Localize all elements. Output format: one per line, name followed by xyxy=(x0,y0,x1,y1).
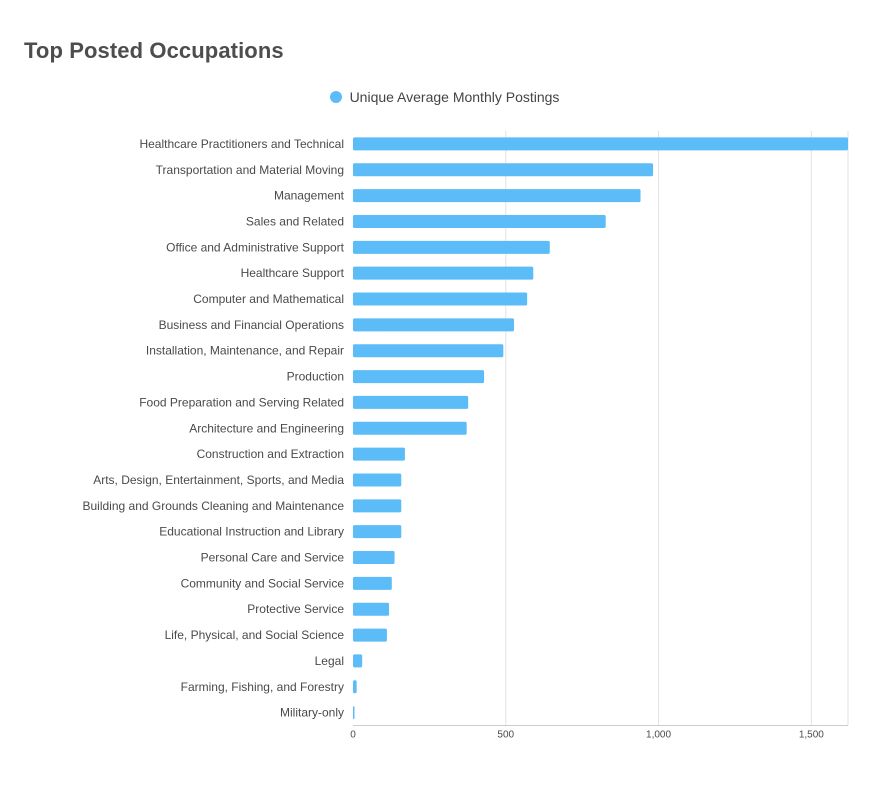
bar[interactable] xyxy=(353,525,402,539)
category-label: Legal xyxy=(315,654,344,668)
category-label: Construction and Extraction xyxy=(197,447,344,461)
chart-title: Top Posted Occupations xyxy=(24,38,284,63)
x-tick-label: 500 xyxy=(497,730,514,741)
bar[interactable] xyxy=(353,214,606,228)
category-label: Life, Physical, and Social Science xyxy=(165,628,345,642)
category-label: Community and Social Service xyxy=(181,576,345,590)
gridlines xyxy=(353,131,849,727)
category-label: Office and Administrative Support xyxy=(166,240,345,254)
x-tick-label: 0 xyxy=(350,730,356,741)
legend-label: Unique Average Monthly Postings xyxy=(349,89,560,105)
category-label: Healthcare Support xyxy=(241,266,345,280)
category-label: Installation, Maintenance, and Repair xyxy=(146,344,344,358)
bar[interactable] xyxy=(353,602,390,616)
bar[interactable] xyxy=(353,576,392,590)
bar[interactable] xyxy=(353,266,534,280)
bar[interactable] xyxy=(353,706,355,720)
category-label: Business and Financial Operations xyxy=(159,318,344,332)
category-label: Architecture and Engineering xyxy=(189,421,344,435)
bar[interactable] xyxy=(353,240,550,254)
category-label: Production xyxy=(287,370,344,384)
x-axis-ticks: 0 500 1,000 1,500 xyxy=(350,730,824,741)
bar[interactable] xyxy=(353,499,402,513)
bar[interactable] xyxy=(353,447,405,461)
bar[interactable] xyxy=(353,292,528,306)
category-label: Management xyxy=(274,189,345,203)
x-tick-label: 1,000 xyxy=(646,730,671,741)
legend-marker xyxy=(329,91,342,103)
bar[interactable] xyxy=(353,370,485,384)
x-tick-label: 1,500 xyxy=(799,730,824,741)
legend[interactable]: Unique Average Monthly Postings xyxy=(0,89,889,105)
bar[interactable] xyxy=(353,318,515,332)
category-labels: Healthcare Practitioners and Technical Tr… xyxy=(82,137,344,720)
bar[interactable] xyxy=(353,680,357,694)
bar[interactable] xyxy=(353,395,469,409)
category-label: Computer and Mathematical xyxy=(193,292,344,306)
category-label: Building and Grounds Cleaning and Mainte… xyxy=(82,499,344,513)
bar[interactable] xyxy=(353,473,402,487)
category-label: Farming, Fishing, and Forestry xyxy=(181,680,344,694)
bar[interactable] xyxy=(353,163,654,177)
category-label: Food Preparation and Serving Related xyxy=(139,395,344,409)
category-label: Personal Care and Service xyxy=(201,551,345,565)
bar[interactable] xyxy=(353,189,641,203)
category-label: Arts, Design, Entertainment, Sports, and… xyxy=(93,473,344,487)
category-label: Healthcare Practitioners and Technical xyxy=(139,137,344,151)
category-label: Sales and Related xyxy=(246,214,344,228)
bar[interactable] xyxy=(353,654,363,668)
category-label: Transportation and Material Moving xyxy=(156,163,344,177)
bar[interactable] xyxy=(353,628,387,642)
bar[interactable] xyxy=(353,551,395,565)
bars xyxy=(353,137,848,720)
bar[interactable] xyxy=(353,421,467,435)
bar[interactable] xyxy=(353,344,504,358)
category-label: Military-only xyxy=(280,706,344,720)
category-label: Educational Instruction and Library xyxy=(159,525,344,539)
category-label: Protective Service xyxy=(247,602,344,616)
bar[interactable] xyxy=(353,137,848,151)
